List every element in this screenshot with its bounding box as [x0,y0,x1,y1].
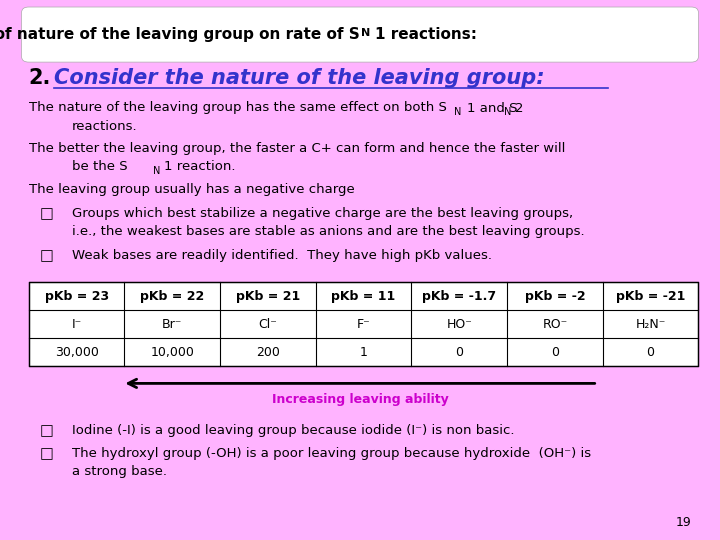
Text: The better the leaving group, the faster a C+ can form and hence the faster will: The better the leaving group, the faster… [29,142,565,155]
Text: pKb = 21: pKb = 21 [236,290,300,303]
Text: 1 reaction.: 1 reaction. [164,160,235,173]
Text: 2.: 2. [29,68,51,89]
Text: N: N [454,107,462,117]
Text: 1 reactions:: 1 reactions: [375,26,477,42]
Text: N: N [361,28,371,38]
Text: i.e., the weakest bases are stable as anions and are the best leaving groups.: i.e., the weakest bases are stable as an… [72,225,585,238]
Text: N: N [504,107,511,117]
Text: H₂N⁻: H₂N⁻ [635,318,666,331]
Text: 0: 0 [551,346,559,359]
Text: Iodine (-I) is a good leaving group because iodide (I⁻) is non basic.: Iodine (-I) is a good leaving group beca… [72,424,515,437]
Text: 1: 1 [360,346,367,359]
Text: □: □ [40,248,53,263]
Text: 19: 19 [675,516,691,529]
Text: The nature of the leaving group has the same effect on both S: The nature of the leaving group has the … [29,102,446,114]
Bar [29,282,698,366]
Text: The hydroxyl group (-OH) is a poor leaving group because hydroxide  (OH⁻) is: The hydroxyl group (-OH) is a poor leavi… [72,447,591,460]
Text: a strong base.: a strong base. [72,465,167,478]
Text: □: □ [40,446,53,461]
Text: Cl⁻: Cl⁻ [258,318,277,331]
Text: □: □ [40,206,53,221]
Text: The leaving group usually has a negative charge: The leaving group usually has a negative… [29,183,354,196]
Text: pKb = -2: pKb = -2 [525,290,585,303]
Text: 0: 0 [647,346,654,359]
Text: Weak bases are readily identified.  They have high pKb values.: Weak bases are readily identified. They … [72,249,492,262]
Text: F⁻: F⁻ [356,318,371,331]
Text: Increasing leaving ability: Increasing leaving ability [271,393,449,406]
Text: Effect of nature of the leaving group on rate of S: Effect of nature of the leaving group on… [0,26,360,42]
Text: pKb = -21: pKb = -21 [616,290,685,303]
Text: HO⁻: HO⁻ [446,318,472,331]
Text: 30,000: 30,000 [55,346,99,359]
Text: pKb = 11: pKb = 11 [331,290,396,303]
Text: N: N [153,166,160,176]
Text: 1 and S: 1 and S [467,102,517,114]
Text: RO⁻: RO⁻ [542,318,567,331]
Text: reactions.: reactions. [72,120,138,133]
Text: □: □ [40,423,53,438]
FancyBboxPatch shape [22,7,698,62]
Text: pKb = 23: pKb = 23 [45,290,109,303]
Text: 10,000: 10,000 [150,346,194,359]
Text: I⁻: I⁻ [71,318,82,331]
Text: 0: 0 [455,346,463,359]
Text: be the S: be the S [72,160,127,173]
Text: Groups which best stabilize a negative charge are the best leaving groups,: Groups which best stabilize a negative c… [72,207,573,220]
Text: pKb = -1.7: pKb = -1.7 [422,290,496,303]
Text: pKb = 22: pKb = 22 [140,290,204,303]
Text: Consider the nature of the leaving group:: Consider the nature of the leaving group… [54,68,544,89]
Text: Br⁻: Br⁻ [162,318,182,331]
Text: 200: 200 [256,346,280,359]
Text: 2: 2 [515,102,523,114]
